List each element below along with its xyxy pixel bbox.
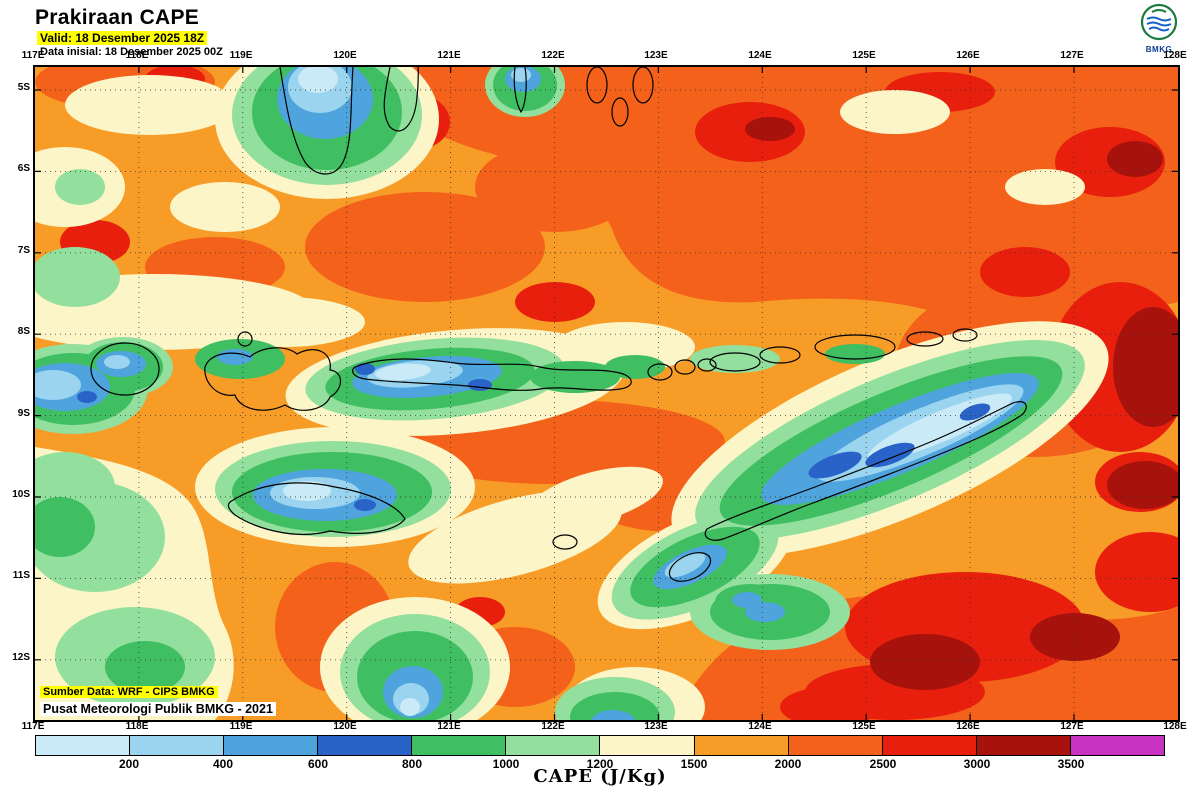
colorbar-tick: 600: [307, 757, 329, 771]
colorbar-swatch: [882, 735, 977, 756]
lon-label-bottom: 124E: [748, 721, 772, 732]
lon-label-top: 122E: [541, 50, 565, 61]
lon-label-top: 128E: [1163, 50, 1187, 61]
colorbar-swatch: [318, 735, 413, 756]
coastlines: [90, 67, 1027, 582]
colorbar-tick: 3500: [1057, 757, 1085, 771]
lon-label-top: 118E: [125, 50, 149, 61]
lon-label-top: 121E: [437, 50, 461, 61]
init-time-label: Data inisial: 18 Desember 2025 00Z: [37, 46, 226, 59]
lon-label-top: 127E: [1060, 50, 1084, 61]
axis-ticks: [35, 67, 1178, 720]
colorbar-tick: 800: [401, 757, 423, 771]
lon-label-bottom: 118E: [125, 721, 149, 732]
colorbar-tick: 3000: [963, 757, 991, 771]
lon-label-top: 119E: [229, 50, 253, 61]
lon-label-bottom: 125E: [852, 721, 876, 732]
lon-label-bottom: 120E: [333, 721, 357, 732]
lon-label-bottom: 122E: [541, 721, 565, 732]
colorbar-tick: 2500: [869, 757, 897, 771]
colorbar-swatch: [506, 735, 601, 756]
lon-label-top: 124E: [748, 50, 772, 61]
contour-dark-red: [745, 117, 1178, 690]
colorbar-tick: 1500: [680, 757, 708, 771]
lon-label-bottom: 123E: [644, 721, 668, 732]
colorbar-tick: 2000: [774, 757, 802, 771]
lon-label-top: 117E: [21, 50, 45, 61]
colorbar-swatch: [224, 735, 319, 756]
lat-label: 11S: [12, 570, 30, 581]
bmkg-logo-text: BMKG: [1145, 45, 1173, 54]
colorbar-tick: 1000: [492, 757, 520, 771]
lon-label-bottom: 128E: [1163, 721, 1187, 732]
cape-colorbar: [35, 735, 1165, 756]
lat-label: 12S: [12, 652, 30, 663]
colorbar-unit-label: CAPE (J/Kg): [533, 766, 667, 787]
lon-label-bottom: 127E: [1060, 721, 1084, 732]
contour-dark-blue: [77, 363, 991, 511]
lat-label: 8S: [17, 326, 30, 337]
colorbar-tick: 400: [212, 757, 234, 771]
colorbar-swatch: [788, 735, 883, 756]
lat-label: 7S: [17, 245, 30, 256]
producer-label: Pusat Meteorologi Publik BMKG - 2021: [40, 702, 276, 716]
colorbar-swatch: [35, 735, 131, 756]
page-title: Prakiraan CAPE: [35, 6, 200, 29]
source-data-label: Sumber Data: WRF - CIPS BMKG: [40, 686, 218, 698]
colorbar-swatch: [130, 735, 225, 756]
lat-label: 9S: [17, 408, 30, 419]
colorbar-swatch: [1070, 735, 1165, 756]
cape-contour-map: [35, 67, 1178, 720]
lon-label-top: 120E: [333, 50, 357, 61]
colorbar-tick: 1200: [586, 757, 614, 771]
lat-label: 6S: [17, 163, 30, 174]
bmkg-logo: BMKG: [1139, 3, 1179, 54]
lat-label: 5S: [17, 82, 30, 93]
lon-label-top: 126E: [956, 50, 980, 61]
lon-label-bottom: 121E: [437, 721, 461, 732]
lon-label-bottom: 119E: [229, 721, 253, 732]
lon-label-top: 125E: [852, 50, 876, 61]
bmkg-logo-icon: [1140, 3, 1178, 41]
lon-label-top: 123E: [644, 50, 668, 61]
colorbar-tick: 200: [118, 757, 140, 771]
lat-label: 10S: [12, 489, 30, 500]
colorbar-swatch: [412, 735, 507, 756]
valid-time-label: Valid: 18 Desember 2025 18Z: [37, 31, 208, 45]
lon-label-bottom: 117E: [21, 721, 45, 732]
lon-label-bottom: 126E: [956, 721, 980, 732]
colorbar-swatch: [976, 735, 1071, 756]
cape-map-frame: Sumber Data: WRF - CIPS BMKG Pusat Meteo…: [33, 65, 1180, 722]
colorbar-swatch: [694, 735, 789, 756]
colorbar-swatch: [600, 735, 695, 756]
